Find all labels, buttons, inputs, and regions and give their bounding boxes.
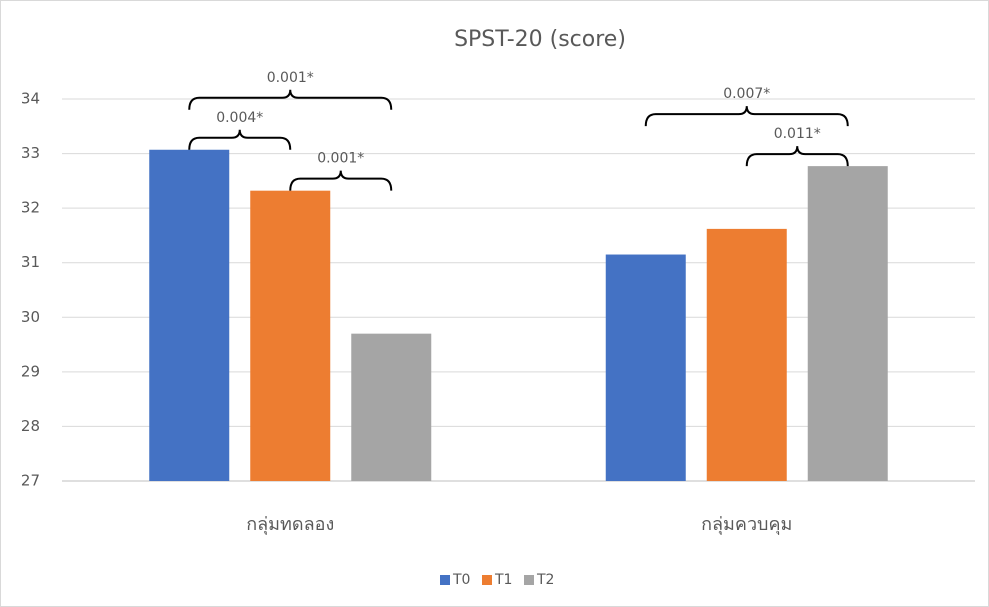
x-tick-label: กลุ่มควบคุม [701,514,792,535]
y-tick-label: 30 [21,308,40,326]
legend-label: T2 [536,572,554,588]
significance-label: 0.001* [267,70,314,86]
significance-label: 0.007* [723,86,770,102]
significance-label: 0.001* [317,151,364,167]
y-tick-label: 28 [21,417,40,435]
significance-label: 0.011* [774,126,821,142]
y-tick-label: 32 [21,199,40,217]
chart: SPST-20 (score) 27 28 29 30 31 32 33 34 กลุ่มทดล… [0,0,989,607]
bar [707,229,787,481]
legend-swatch [524,575,534,585]
bar [250,191,330,481]
legend-swatch [440,575,450,585]
legend-label: T0 [452,572,470,588]
chart-title: SPST-20 (score) [454,27,626,52]
significance-label: 0.004* [216,110,263,126]
x-tick-label: กลุ่มทดลอง [246,514,334,535]
bar [149,150,229,481]
y-tick-label: 29 [21,362,40,380]
y-tick-label: 27 [21,472,40,490]
bar [606,255,686,481]
bar [351,334,431,481]
legend-swatch [482,575,492,585]
y-tick-label: 34 [21,90,40,108]
legend-label: T1 [494,572,512,588]
bar [808,166,888,481]
y-tick-label: 33 [21,144,40,162]
y-tick-label: 31 [21,253,40,271]
